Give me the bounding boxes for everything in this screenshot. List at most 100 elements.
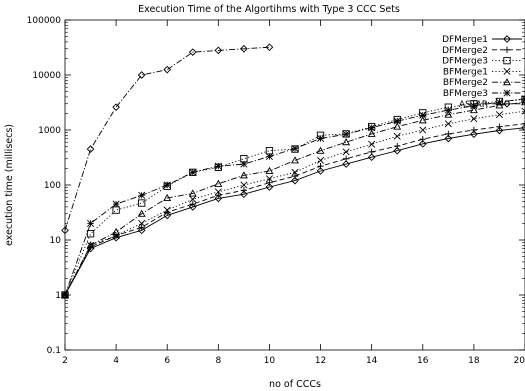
data-point — [470, 126, 478, 134]
x-tick-label: 2 — [62, 356, 68, 366]
data-point — [470, 102, 478, 110]
data-point — [367, 153, 376, 162]
data-point — [342, 148, 350, 156]
data-point — [138, 219, 146, 227]
series-line — [64, 101, 525, 296]
data-point — [342, 130, 350, 138]
data-point — [189, 168, 197, 176]
data-point — [394, 142, 401, 150]
x-tick-label: 8 — [215, 356, 221, 366]
data-point — [470, 115, 478, 123]
data-point — [368, 124, 376, 132]
data-point — [265, 166, 274, 174]
y-tick-label: 10 — [50, 236, 62, 246]
x-tick-label: 14 — [366, 356, 378, 366]
data-point — [367, 129, 376, 137]
data-point — [495, 126, 504, 135]
data-point — [188, 203, 197, 211]
data-point — [214, 46, 223, 55]
x-tick-label: 16 — [417, 356, 429, 366]
data-point — [87, 219, 95, 227]
data-point — [316, 146, 325, 154]
legend-label: DFMerge3 — [442, 57, 488, 67]
data-point — [419, 126, 427, 134]
legend-marker — [503, 89, 511, 97]
data-point — [393, 132, 401, 140]
y-tick-label: 100 — [44, 181, 61, 191]
data-point — [214, 179, 223, 187]
data-point — [240, 44, 248, 53]
data-point — [137, 209, 146, 217]
data-point — [291, 145, 299, 153]
data-point — [342, 138, 351, 146]
data-point — [86, 230, 95, 238]
data-point — [444, 106, 452, 114]
data-point — [265, 152, 273, 161]
data-point — [444, 134, 453, 143]
data-point — [112, 103, 120, 112]
data-point — [188, 48, 197, 57]
data-point — [214, 188, 222, 196]
data-point — [240, 190, 248, 199]
data-point — [265, 43, 274, 52]
legend-marker — [503, 46, 511, 53]
data-point — [444, 120, 452, 128]
data-point — [215, 192, 222, 199]
data-point — [112, 200, 120, 208]
data-point — [137, 226, 146, 235]
data-point — [368, 140, 376, 148]
data-point — [521, 98, 525, 106]
legend-label: BFMerge2 — [443, 78, 488, 88]
legend-marker — [503, 35, 511, 43]
series-bfmerge3 — [61, 95, 525, 299]
data-point — [291, 176, 299, 185]
data-point — [240, 181, 248, 189]
data-point — [163, 193, 172, 202]
series-bfmerge1 — [61, 107, 525, 299]
y-axis-label: execution time (millisecs) — [4, 124, 15, 246]
data-point — [317, 135, 325, 143]
data-point — [418, 116, 427, 124]
data-point — [521, 120, 525, 127]
series-line — [64, 46, 270, 231]
data-point — [265, 175, 273, 183]
data-point — [189, 200, 196, 208]
data-point — [495, 101, 504, 109]
x-tick-label: 12 — [315, 356, 326, 366]
data-point — [521, 107, 525, 115]
x-tick-label: 10 — [264, 356, 276, 366]
data-point — [317, 162, 324, 170]
legend-marker — [503, 67, 511, 75]
data-point — [138, 191, 146, 199]
x-axis-label: no of CCCs — [269, 379, 321, 390]
legend-marker — [503, 56, 511, 65]
series-astar — [61, 43, 274, 235]
data-point — [240, 187, 248, 194]
legend: DFMerge1DFMerge2DFMerge3BFMerge1BFMerge2… — [442, 35, 522, 110]
data-point — [265, 183, 274, 191]
x-tick-label: 18 — [468, 356, 480, 366]
data-point — [418, 140, 427, 148]
data-point — [137, 71, 146, 79]
legend-marker — [503, 99, 511, 108]
data-point — [444, 110, 453, 118]
data-point — [112, 227, 121, 235]
data-point — [495, 111, 503, 119]
data-point — [214, 194, 223, 203]
data-point — [189, 195, 197, 203]
x-tick-label: 6 — [164, 356, 170, 366]
data-point — [469, 105, 478, 114]
x-tick-label: 20 — [514, 356, 525, 366]
data-point — [393, 122, 402, 130]
data-point — [470, 130, 478, 139]
series-line — [64, 110, 525, 296]
y-tick-label: 1 — [55, 291, 61, 301]
data-point — [316, 167, 325, 175]
data-point — [163, 181, 171, 189]
legend-label: BFMerge3 — [443, 89, 488, 99]
data-point — [188, 189, 197, 197]
data-point — [342, 160, 350, 168]
series-layer — [61, 43, 525, 299]
